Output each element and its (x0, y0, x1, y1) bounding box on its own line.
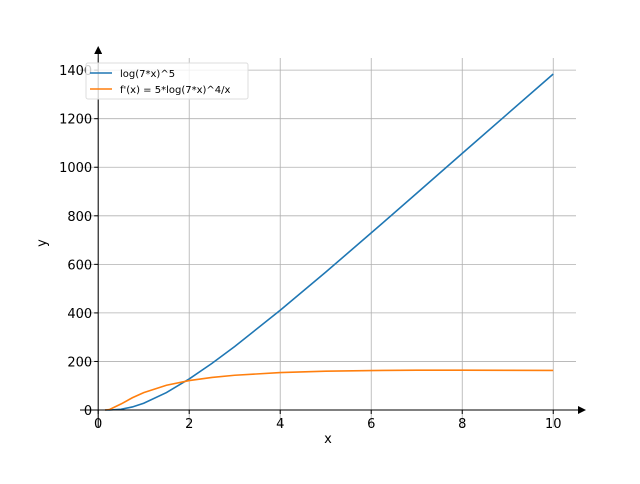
y-tick-label: 1400 (59, 64, 92, 79)
y-tick-label: 0 (84, 404, 92, 419)
legend: log(7*x)^5 f'(x) = 5*log(7*x)^4/x (85, 62, 249, 100)
grid (80, 58, 576, 427)
series-line (105, 73, 554, 411)
y-tick-label: 1000 (59, 161, 92, 176)
y-tick-label: 800 (67, 210, 92, 225)
y-tick-label: 200 (67, 355, 92, 370)
y-tick-label: 400 (67, 307, 92, 322)
legend-box (85, 62, 249, 100)
series-line (104, 369, 554, 411)
plot-lines (104, 73, 554, 411)
y-axis-label: y (35, 239, 50, 247)
x-tick-label: 8 (458, 417, 466, 432)
x-axis-label: x (324, 432, 332, 447)
x-tick-label: 6 (367, 417, 375, 432)
x-tick-label: 4 (276, 417, 284, 432)
legend-label: log(7*x)^5 (120, 69, 175, 80)
x-tick-label: 10 (545, 417, 562, 432)
y-tick-label: 600 (67, 258, 92, 273)
y-tick-label: 1200 (59, 113, 92, 128)
x-tick-label: 2 (185, 417, 193, 432)
legend-label: f'(x) = 5*log(7*x)^4/x (120, 85, 231, 96)
